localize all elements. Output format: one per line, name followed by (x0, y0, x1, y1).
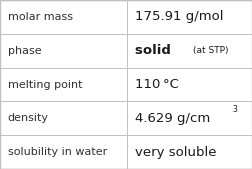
Text: 3: 3 (232, 104, 237, 114)
Text: molar mass: molar mass (8, 12, 73, 22)
Text: 4.629 g/cm: 4.629 g/cm (135, 112, 210, 125)
Text: 175.91 g/mol: 175.91 g/mol (135, 10, 223, 23)
Text: solubility in water: solubility in water (8, 147, 107, 157)
Text: solid: solid (135, 44, 180, 57)
Text: (at STP): (at STP) (193, 46, 229, 55)
Text: density: density (8, 113, 49, 123)
Text: melting point: melting point (8, 79, 82, 90)
Text: 110 °C: 110 °C (135, 78, 179, 91)
Text: phase: phase (8, 46, 41, 56)
Text: very soluble: very soluble (135, 146, 216, 159)
